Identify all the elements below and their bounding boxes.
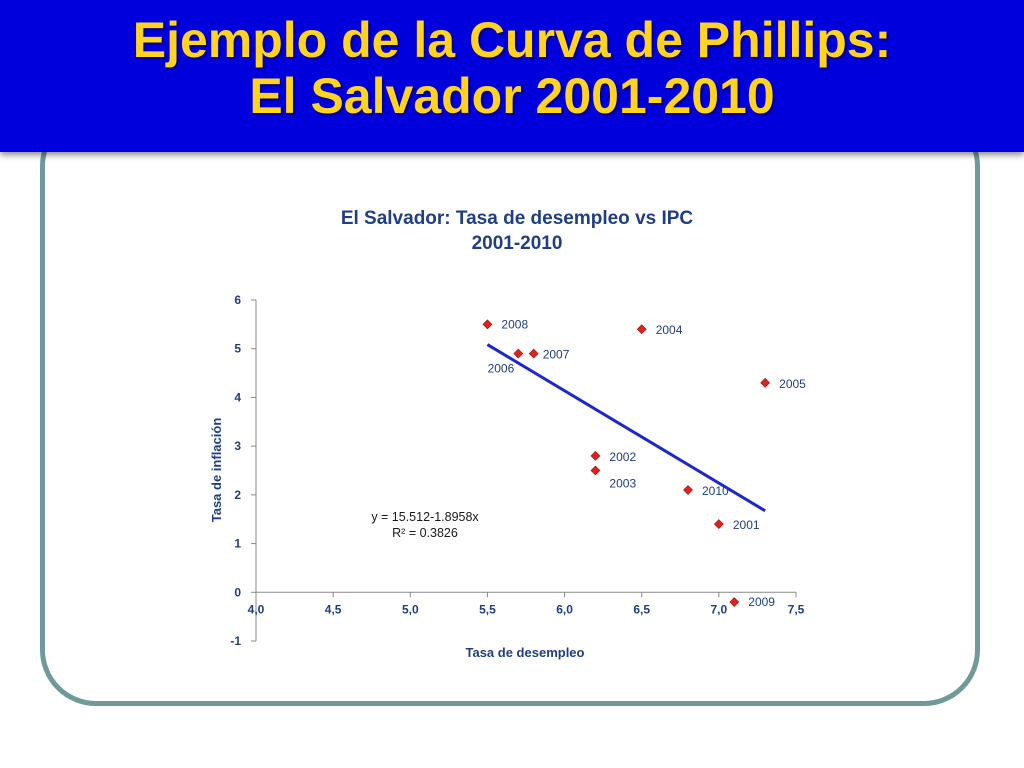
y-tick-label: 6	[234, 293, 241, 307]
y-tick-label: 2	[234, 488, 241, 502]
y-tick-label: 0	[234, 585, 241, 599]
data-point-2008	[482, 319, 493, 330]
x-tick-label: 7,0	[711, 602, 728, 616]
x-tick-label: 5,0	[402, 602, 419, 616]
data-point-2010	[683, 485, 693, 495]
data-label-2009: 2009	[748, 595, 775, 609]
data-point-2004	[636, 324, 647, 335]
axes: -1 0 1 2 3 4 5 6 4,0 4,5 5,0 5,5 6,0 6,5 7,0 7,5	[230, 293, 804, 648]
y-tick-label: -1	[230, 634, 241, 648]
content-frame	[40, 110, 980, 706]
x-tick-label: 7,5	[788, 602, 805, 616]
data-point-2003	[590, 465, 601, 476]
page-title-line-2: El Salvador 2001-2010	[249, 68, 775, 124]
x-tick-label: 6,5	[633, 602, 650, 616]
trend-r-squared: R² = 0.3826	[392, 526, 458, 540]
data-label-2008: 2008	[501, 317, 528, 331]
y-tick-label: 1	[234, 537, 241, 551]
data-point-2005	[760, 377, 771, 388]
page-title: Ejemplo de la Curva de Phillips: El Salv…	[0, 0, 1024, 124]
data-label-2001: 2001	[733, 518, 760, 532]
y-tick-label: 4	[234, 390, 241, 404]
data-points: 2001 2002 2003 2004 2005 2006 2007 2008 2009 2010	[482, 317, 806, 609]
chart-subtitle: 2001-2010	[472, 233, 563, 254]
y-axis-label: Tasa de inflación	[209, 418, 224, 523]
data-point-2001	[713, 519, 724, 530]
x-tick-label: 4,0	[248, 602, 265, 616]
y-tick-label: 5	[234, 342, 241, 356]
data-label-2002: 2002	[609, 450, 636, 464]
trend-line	[486, 343, 766, 513]
chart-title: El Salvador: Tasa de desempleo vs IPC	[341, 208, 694, 229]
data-point-2006	[513, 348, 524, 359]
data-label-2007: 2007	[543, 348, 570, 362]
x-tick-label: 6,0	[556, 602, 573, 616]
trend-equation: y = 15.512-1.8958x	[371, 510, 479, 524]
data-label-2010: 2010	[702, 484, 729, 498]
y-tick-label: 3	[234, 439, 241, 453]
x-axis-label: Tasa de desempleo	[466, 645, 585, 660]
x-tick-label: 4,5	[325, 602, 342, 616]
data-point-2007	[528, 348, 539, 359]
data-point-2002	[590, 450, 601, 461]
data-label-2005: 2005	[779, 377, 806, 391]
data-label-2006: 2006	[488, 362, 515, 376]
title-banner: Ejemplo de la Curva de Phillips: El Salv…	[0, 0, 1024, 152]
x-tick-label: 5,5	[479, 602, 496, 616]
data-point-2009	[729, 597, 740, 607]
data-label-2004: 2004	[656, 323, 683, 337]
data-label-2003: 2003	[609, 477, 636, 491]
page-title-line-1: Ejemplo de la Curva de Phillips:	[132, 12, 892, 68]
